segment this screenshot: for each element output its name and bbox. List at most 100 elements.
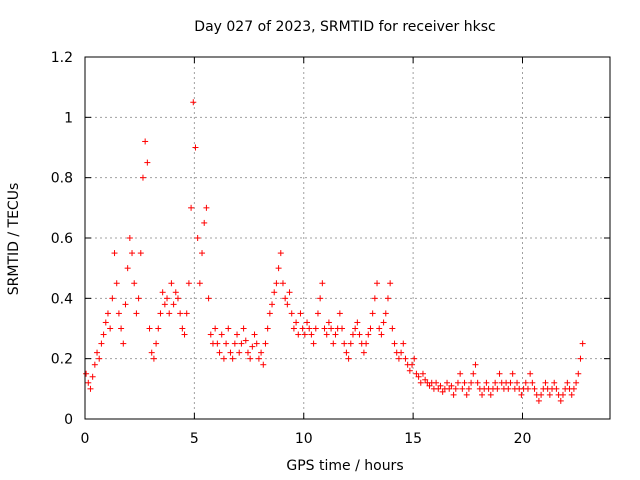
data-point	[277, 250, 284, 257]
data-point	[271, 289, 278, 296]
data-point	[413, 370, 420, 377]
data-point	[352, 325, 359, 332]
data-point	[336, 310, 343, 317]
data-point	[514, 379, 521, 386]
data-point	[374, 280, 381, 287]
y-tick-label: 0.2	[51, 352, 73, 368]
data-point	[395, 355, 402, 362]
data-point	[139, 174, 146, 181]
data-point	[479, 391, 486, 398]
data-point	[575, 370, 582, 377]
data-point	[367, 325, 374, 332]
data-point	[579, 340, 586, 347]
data-point	[531, 385, 538, 392]
data-point	[304, 319, 311, 326]
data-point	[409, 361, 416, 368]
data-point	[157, 310, 164, 317]
data-point	[260, 361, 267, 368]
data-point	[146, 325, 153, 332]
data-point	[437, 382, 444, 389]
data-point	[522, 379, 529, 386]
x-tick-label: 5	[190, 431, 199, 447]
data-point	[255, 355, 262, 362]
data-point	[295, 331, 302, 338]
data-point	[234, 331, 241, 338]
data-point	[115, 310, 122, 317]
data-point	[509, 370, 516, 377]
data-point	[153, 340, 160, 347]
data-point	[231, 340, 238, 347]
data-point	[496, 370, 503, 377]
data-point	[577, 355, 584, 362]
data-point	[135, 295, 142, 302]
data-point	[406, 367, 413, 374]
data-point	[142, 138, 149, 145]
data-point	[225, 325, 232, 332]
data-point	[371, 295, 378, 302]
data-point	[551, 379, 558, 386]
data-point	[269, 301, 276, 308]
x-tick-label: 15	[404, 431, 422, 447]
data-point	[159, 289, 166, 296]
data-point	[546, 391, 553, 398]
data-point	[150, 355, 157, 362]
data-point	[417, 379, 424, 386]
y-tick-label: 1.2	[51, 50, 73, 66]
y-tick-label: 0	[64, 412, 73, 428]
data-point	[111, 250, 118, 257]
data-point	[470, 370, 477, 377]
data-point	[188, 204, 195, 211]
data-point	[312, 325, 319, 332]
data-point	[293, 319, 300, 326]
data-point	[415, 373, 422, 380]
data-point	[262, 340, 269, 347]
data-point	[161, 301, 168, 308]
data-point	[450, 391, 457, 398]
data-point	[419, 370, 426, 377]
data-point	[83, 370, 90, 377]
data-point	[120, 340, 127, 347]
y-tick-label: 1	[64, 110, 73, 126]
data-point	[223, 340, 230, 347]
data-point	[328, 325, 335, 332]
grid-layer	[85, 57, 610, 419]
data-point	[527, 370, 534, 377]
data-point	[133, 310, 140, 317]
data-point	[266, 310, 273, 317]
data-point	[264, 325, 271, 332]
data-point	[212, 325, 219, 332]
data-point	[505, 385, 512, 392]
data-point	[524, 385, 531, 392]
plot-frame	[84, 56, 611, 420]
data-point	[170, 301, 177, 308]
data-point	[465, 385, 472, 392]
data-point	[319, 280, 326, 287]
data-point	[214, 340, 221, 347]
data-point	[299, 325, 306, 332]
data-point	[174, 295, 181, 302]
data-point	[216, 349, 223, 356]
data-point	[126, 235, 133, 241]
data-point	[310, 340, 317, 347]
x-axis-label: GPS time / hours	[286, 458, 403, 474]
data-point	[96, 355, 103, 362]
data-point	[444, 379, 451, 386]
data-point	[463, 391, 470, 398]
data-point	[131, 280, 138, 287]
data-point	[354, 319, 361, 326]
data-point	[564, 379, 571, 386]
data-point	[207, 331, 214, 338]
x-tick-label: 20	[514, 431, 532, 447]
data-point	[382, 310, 389, 317]
data-point	[349, 331, 356, 338]
data-point	[570, 385, 577, 392]
data-point	[330, 340, 337, 347]
data-point	[220, 355, 227, 362]
data-point	[297, 310, 304, 317]
data-point	[306, 325, 313, 332]
data-point	[109, 295, 116, 302]
data-point	[87, 385, 94, 392]
data-point	[494, 385, 501, 392]
data-point	[557, 397, 564, 404]
data-point	[301, 331, 308, 338]
